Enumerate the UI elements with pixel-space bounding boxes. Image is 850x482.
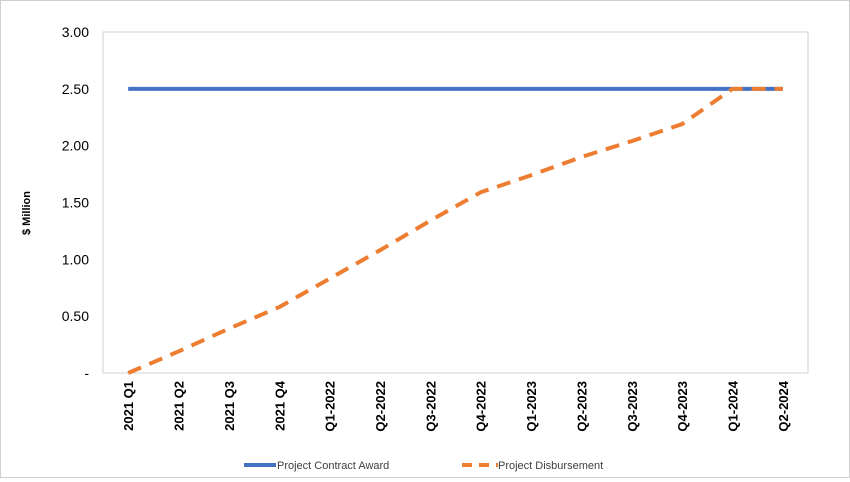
x-tick-label: Q3-2022 [423, 381, 438, 432]
y-tick-label: 1.00 [62, 251, 89, 267]
y-tick-label: 2.50 [62, 81, 89, 97]
x-tick-label: Q2-2023 [574, 381, 589, 432]
y-tick-label: 2.00 [62, 138, 89, 154]
legend-label-contract-award: Project Contract Award [277, 460, 389, 472]
x-tick-label: Q2-2024 [776, 380, 791, 431]
y-tick-label: - [84, 365, 89, 381]
x-tick-label: Q4-2022 [474, 381, 489, 432]
y-tick-label: 0.50 [62, 308, 89, 324]
x-tick-label: Q1-2024 [725, 380, 740, 431]
y-tick-label: 1.50 [62, 195, 89, 211]
y-axis: - 0.50 1.00 1.50 2.00 2.50 3.00 [62, 24, 90, 381]
x-tick-label: Q1-2022 [323, 381, 338, 432]
series-layer [127, 86, 783, 375]
x-tick-label: 2021 Q3 [222, 381, 237, 431]
x-tick-label: Q1-2023 [524, 381, 539, 432]
series-line-disbursement [127, 86, 783, 375]
x-tick-label: 2021 Q2 [172, 381, 187, 431]
x-tick-label: 2021 Q1 [121, 381, 136, 431]
x-tick-label: 2021 Q4 [272, 380, 287, 431]
y-axis-label: $ Million [21, 191, 33, 235]
legend-label-disbursement: Project Disbursement [498, 460, 603, 472]
x-tick-label: Q4-2023 [675, 381, 690, 432]
x-tick-label: Q3-2023 [625, 381, 640, 432]
legend: Project Contract Award Project Disbursem… [244, 460, 603, 472]
x-axis: 2021 Q1 2021 Q2 2021 Q3 2021 Q4 Q1-2022 Q2-20… [121, 380, 791, 431]
x-tick-label: Q2-2022 [373, 381, 388, 432]
y-tick-label: 3.00 [62, 24, 89, 40]
plot-area [102, 31, 809, 374]
